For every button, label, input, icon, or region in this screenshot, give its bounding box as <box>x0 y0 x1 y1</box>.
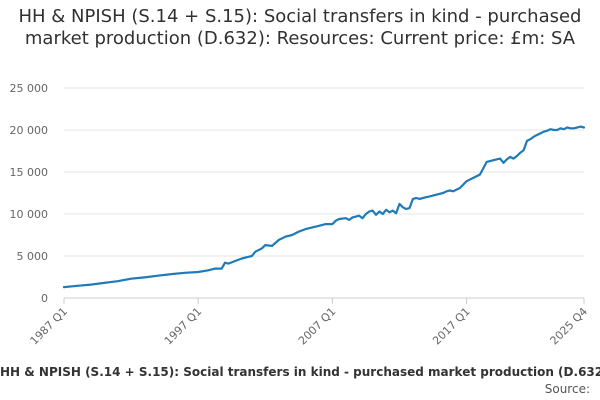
x-tick-label: 2017 Q1 <box>430 305 473 348</box>
caption-bar: HH & NPISH (S.14 + S.15): Social transfe… <box>0 365 600 379</box>
y-tick-label: 0 <box>41 292 48 305</box>
chart-title: HH & NPISH (S.14 + S.15): Social transfe… <box>18 6 582 49</box>
caption-text: HH & NPISH (S.14 + S.15): Social transfe… <box>0 365 600 379</box>
series-line <box>62 125 586 289</box>
x-axis: 1987 Q1 1997 Q1 2007 Q1 2017 Q1 2025 Q4 <box>28 297 591 348</box>
x-tick-label: 1997 Q1 <box>162 305 205 348</box>
x-tick-label: 1987 Q1 <box>28 305 71 348</box>
y-axis: 0 5 000 10 000 15 000 20 000 25 000 <box>10 82 49 305</box>
source-label: Source: <box>544 382 590 396</box>
y-tick-label: 20 000 <box>10 124 49 137</box>
gridlines <box>64 87 584 257</box>
y-tick-label: 10 000 <box>10 208 49 221</box>
y-tick-label: 25 000 <box>10 82 49 95</box>
x-tick-label: 2025 Q4 <box>548 305 591 348</box>
y-tick-label: 5 000 <box>17 250 49 263</box>
x-tick-label: 2007 Q1 <box>296 305 339 348</box>
y-tick-label: 15 000 <box>10 166 49 179</box>
series-layer <box>62 125 586 289</box>
